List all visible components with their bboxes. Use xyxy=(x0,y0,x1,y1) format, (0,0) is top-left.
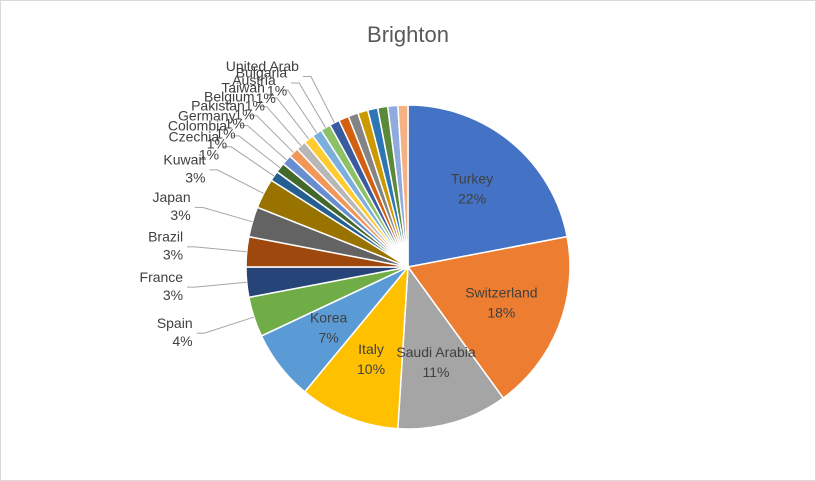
slice-label: Czechia xyxy=(169,129,220,145)
slice-value-label: 1% xyxy=(245,98,265,114)
slice-value-label: 1% xyxy=(225,115,245,131)
pie-slice xyxy=(407,104,569,268)
slice-label: Colombia xyxy=(168,118,227,134)
leader-line xyxy=(196,316,255,334)
slice-label: Korea xyxy=(310,309,348,325)
slice-value-label: 1% xyxy=(199,147,219,163)
leader-line xyxy=(302,75,335,123)
slice-value-label: 3% xyxy=(163,247,183,263)
slice-value-label: 1% xyxy=(256,90,276,106)
slice-label: Austria xyxy=(232,72,276,88)
pie-slice xyxy=(406,235,571,400)
leader-line xyxy=(194,206,253,223)
slice-label: Taiwan xyxy=(221,80,265,96)
chart-title: Brighton xyxy=(367,22,449,47)
slice-value-label: 3% xyxy=(170,207,190,223)
leader-line xyxy=(268,97,310,140)
slice-value-label: 3% xyxy=(185,170,205,186)
leader-line xyxy=(248,115,294,153)
slice-label: Brazil xyxy=(148,229,183,245)
pie-slice xyxy=(397,104,409,268)
slice-label: France xyxy=(140,269,184,285)
leader-line xyxy=(223,146,275,177)
slice-value-label: 11% xyxy=(423,364,450,380)
leader-line xyxy=(258,106,302,146)
slice-value-label: 1% xyxy=(207,136,227,152)
slice-value-label: 18% xyxy=(487,305,515,321)
slice-value-label: 1% xyxy=(267,83,287,99)
pie-slice xyxy=(397,264,505,430)
slice-label: Turkey xyxy=(451,170,493,186)
leader-line xyxy=(209,169,264,194)
slice-label: Italy xyxy=(358,341,384,357)
slice-label: Germany xyxy=(178,107,236,123)
slice-value-label: 1% xyxy=(234,106,254,122)
pie-slice xyxy=(303,264,409,430)
leader-line xyxy=(231,135,281,169)
leader-line xyxy=(239,125,287,161)
slice-value-label: 7% xyxy=(319,329,339,345)
slice-label: Bulgaria xyxy=(236,65,288,81)
slice-label: Japan xyxy=(152,189,190,205)
slice-value-label: 3% xyxy=(163,287,183,303)
slice-value-label: 4% xyxy=(172,333,192,349)
leader-line xyxy=(187,281,247,288)
slice-label: United Arab xyxy=(226,58,299,74)
slice-label: Saudi Arabia xyxy=(396,344,476,360)
slice-label: Pakistan xyxy=(191,97,245,113)
slice-label: Switzerland xyxy=(465,285,537,301)
slice-value-label: 1% xyxy=(215,125,235,141)
leader-line xyxy=(291,82,326,128)
slice-value-label: 22% xyxy=(458,190,486,206)
slice-label: Belgium xyxy=(204,88,255,104)
slice-label: Spain xyxy=(157,315,193,331)
leader-line xyxy=(187,246,247,253)
slice-value-label: 10% xyxy=(357,361,385,377)
slice-label: Kuwait xyxy=(163,152,205,168)
leader-line xyxy=(279,89,318,134)
